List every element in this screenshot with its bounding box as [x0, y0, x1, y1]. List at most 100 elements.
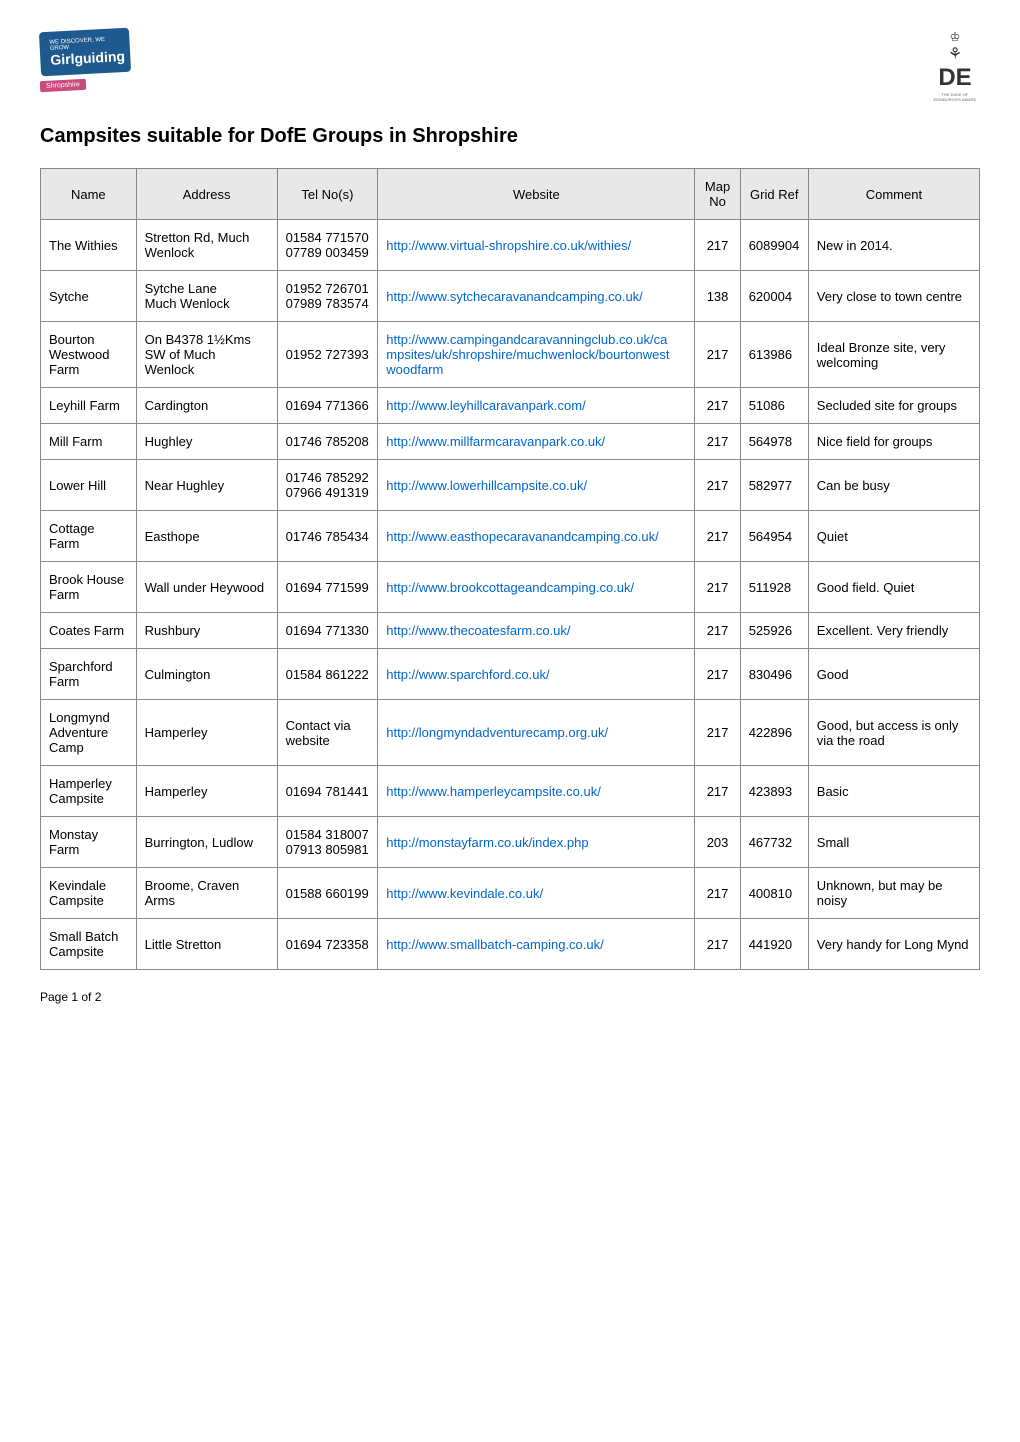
cell-gridref: 423893 [740, 766, 808, 817]
cell-tel: 01952 727393 [277, 322, 378, 388]
cell-comment: Good, but access is only via the road [808, 700, 979, 766]
cell-address: Broome, Craven Arms [136, 868, 277, 919]
website-link[interactable]: http://www.easthopecaravanandcamping.co.… [386, 529, 658, 544]
logo-brand: Girlguiding [50, 48, 121, 68]
col-gridref-header: Grid Ref [740, 169, 808, 220]
cell-address: Culmington [136, 649, 277, 700]
dofe-text: DE [930, 64, 980, 92]
dofe-logo: ♔ ⚘ DE THE DUKE OF EDINBURGH'S AWARD [930, 30, 980, 110]
cell-comment: Ideal Bronze site, very welcoming [808, 322, 979, 388]
cell-tel: 01694 781441 [277, 766, 378, 817]
cell-mapno: 217 [695, 868, 740, 919]
cell-name: Lower Hill [41, 460, 137, 511]
cell-tel: 01584 861222 [277, 649, 378, 700]
cell-website: http://www.sytchecaravanandcamping.co.uk… [378, 271, 695, 322]
cell-name: Kevindale Campsite [41, 868, 137, 919]
cell-website: http://longmyndadventurecamp.org.uk/ [378, 700, 695, 766]
cell-address: Rushbury [136, 613, 277, 649]
cell-name: Mill Farm [41, 424, 137, 460]
cell-name: Small Batch Campsite [41, 919, 137, 970]
website-link[interactable]: http://www.brookcottageandcamping.co.uk/ [386, 580, 634, 595]
website-link[interactable]: http://www.sytchecaravanandcamping.co.uk… [386, 289, 643, 304]
cell-mapno: 217 [695, 613, 740, 649]
cell-website: http://www.campingandcaravanningclub.co.… [378, 322, 695, 388]
website-link[interactable]: http://www.hamperleycampsite.co.uk/ [386, 784, 601, 799]
campsites-table: Name Address Tel No(s) Website Map No Gr… [40, 168, 980, 970]
website-link[interactable]: http://www.millfarmcaravanpark.co.uk/ [386, 434, 605, 449]
website-link[interactable]: http://longmyndadventurecamp.org.uk/ [386, 725, 608, 740]
cell-name: Monstay Farm [41, 817, 137, 868]
region-badge: Shropshire [40, 79, 86, 92]
cell-gridref: 422896 [740, 700, 808, 766]
website-link[interactable]: http://www.kevindale.co.uk/ [386, 886, 543, 901]
cell-mapno: 217 [695, 649, 740, 700]
cell-address: Hamperley [136, 700, 277, 766]
cell-mapno: 217 [695, 388, 740, 424]
cell-address: Easthope [136, 511, 277, 562]
cell-website: http://www.hamperleycampsite.co.uk/ [378, 766, 695, 817]
website-link[interactable]: http://www.smallbatch-camping.co.uk/ [386, 937, 603, 952]
cell-address: Cardington [136, 388, 277, 424]
cell-comment: Very handy for Long Mynd [808, 919, 979, 970]
cell-tel: 01588 660199 [277, 868, 378, 919]
cell-tel: 01694 771330 [277, 613, 378, 649]
cell-comment: Good [808, 649, 979, 700]
website-link[interactable]: http://www.campingandcaravanningclub.co.… [386, 332, 669, 377]
cell-gridref: 564978 [740, 424, 808, 460]
cell-website: http://www.easthopecaravanandcamping.co.… [378, 511, 695, 562]
cell-comment: New in 2014. [808, 220, 979, 271]
website-link[interactable]: http://www.lowerhillcampsite.co.uk/ [386, 478, 587, 493]
table-row: Bourton Westwood FarmOn B4378 1½Kms SW o… [41, 322, 980, 388]
girlguiding-badge: WE DISCOVER, WE GROW Girlguiding [39, 28, 131, 77]
table-row: Longmynd Adventure CampHamperleyContact … [41, 700, 980, 766]
page-header: WE DISCOVER, WE GROW Girlguiding Shropsh… [40, 30, 980, 110]
cell-address: Hamperley [136, 766, 277, 817]
table-header: Name Address Tel No(s) Website Map No Gr… [41, 169, 980, 220]
header-row: Name Address Tel No(s) Website Map No Gr… [41, 169, 980, 220]
cell-website: http://www.sparchford.co.uk/ [378, 649, 695, 700]
table-row: Monstay FarmBurrington, Ludlow01584 3180… [41, 817, 980, 868]
cell-gridref: 400810 [740, 868, 808, 919]
cell-website: http://www.kevindale.co.uk/ [378, 868, 695, 919]
website-link[interactable]: http://www.sparchford.co.uk/ [386, 667, 549, 682]
cell-tel: 01746 785434 [277, 511, 378, 562]
cell-website: http://www.smallbatch-camping.co.uk/ [378, 919, 695, 970]
cell-tel: 01694 723358 [277, 919, 378, 970]
cell-comment: Small [808, 817, 979, 868]
table-row: Brook House FarmWall under Heywood01694 … [41, 562, 980, 613]
cell-comment: Secluded site for groups [808, 388, 979, 424]
website-link[interactable]: http://www.thecoatesfarm.co.uk/ [386, 623, 570, 638]
cell-gridref: 51086 [740, 388, 808, 424]
cell-address: Burrington, Ludlow [136, 817, 277, 868]
cell-comment: Very close to town centre [808, 271, 979, 322]
page-title: Campsites suitable for DofE Groups in Sh… [40, 125, 980, 148]
col-tel-header: Tel No(s) [277, 169, 378, 220]
girlguiding-logo: WE DISCOVER, WE GROW Girlguiding Shropsh… [40, 30, 130, 105]
website-link[interactable]: http://www.virtual-shropshire.co.uk/with… [386, 238, 631, 253]
cell-website: http://monstayfarm.co.uk/index.php [378, 817, 695, 868]
cell-gridref: 620004 [740, 271, 808, 322]
cell-address: Stretton Rd, Much Wenlock [136, 220, 277, 271]
website-link[interactable]: http://monstayfarm.co.uk/index.php [386, 835, 588, 850]
col-mapno-header: Map No [695, 169, 740, 220]
cell-gridref: 467732 [740, 817, 808, 868]
cell-mapno: 217 [695, 322, 740, 388]
cell-gridref: 582977 [740, 460, 808, 511]
table-row: Leyhill FarmCardington01694 771366http:/… [41, 388, 980, 424]
cell-mapno: 217 [695, 460, 740, 511]
table-row: Kevindale CampsiteBroome, Craven Arms015… [41, 868, 980, 919]
table-row: Sparchford FarmCulmington01584 861222 htt… [41, 649, 980, 700]
table-row: SytcheSytche LaneMuch Wenlock01952 72670… [41, 271, 980, 322]
cell-tel: 01746 785208 [277, 424, 378, 460]
cell-tel: 01746 78529207966 491319 [277, 460, 378, 511]
cell-comment: Unknown, but may be noisy [808, 868, 979, 919]
cell-gridref: 613986 [740, 322, 808, 388]
page-footer: Page 1 of 2 [40, 990, 980, 1004]
cell-website: http://www.leyhillcaravanpark.com/ [378, 388, 695, 424]
cell-address: Wall under Heywood [136, 562, 277, 613]
website-link[interactable]: http://www.leyhillcaravanpark.com/ [386, 398, 585, 413]
cell-name: Sparchford Farm [41, 649, 137, 700]
table-row: Small Batch CampsiteLittle Stretton01694… [41, 919, 980, 970]
cell-name: Longmynd Adventure Camp [41, 700, 137, 766]
cell-address: On B4378 1½Kms SW of Much Wenlock [136, 322, 277, 388]
